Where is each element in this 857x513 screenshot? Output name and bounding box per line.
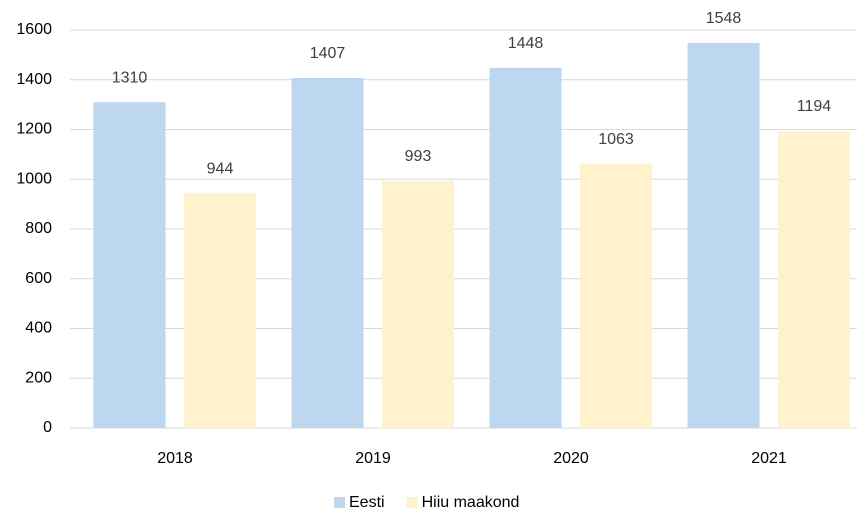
y-tick-label: 600: [25, 270, 52, 287]
bar: [687, 42, 760, 429]
legend-label: Eesti: [349, 494, 385, 511]
data-label: 1310: [112, 69, 148, 86]
data-label: 1407: [310, 45, 346, 62]
bar: [291, 78, 364, 428]
x-tick-label: 2020: [553, 450, 589, 467]
bar: [778, 130, 850, 428]
data-label: 1448: [508, 35, 544, 52]
y-tick-label: 200: [25, 369, 52, 386]
bar: [489, 67, 562, 428]
y-tick-label: 0: [43, 419, 52, 436]
x-tick-label: 2018: [157, 450, 193, 467]
x-tick-label: 2019: [355, 450, 391, 467]
y-tick-label: 1400: [16, 71, 52, 88]
legend-swatch: [406, 497, 418, 508]
data-label: 944: [207, 160, 234, 177]
y-tick-label: 400: [25, 320, 52, 337]
data-label: 1194: [797, 98, 832, 115]
y-tick-label: 800: [25, 220, 52, 237]
data-label: 993: [405, 148, 432, 165]
data-label: 1063: [598, 131, 634, 148]
bar: [382, 180, 454, 428]
x-tick-label: 2021: [751, 450, 787, 467]
bar: [93, 102, 166, 428]
legend-swatch: [334, 497, 345, 508]
bar: [580, 163, 652, 429]
data-label: 1548: [706, 10, 742, 27]
y-tick-label: 1200: [16, 121, 52, 138]
bar: [184, 193, 256, 428]
y-tick-label: 1600: [16, 21, 52, 38]
legend-label: Hiiu maakond: [422, 494, 520, 511]
y-tick-label: 1000: [16, 170, 52, 187]
